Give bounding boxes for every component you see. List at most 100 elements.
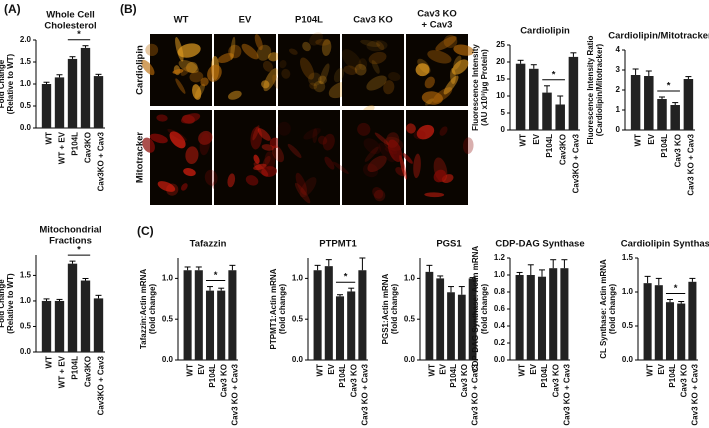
x-tick-label: Cav3KO + Cav3 xyxy=(97,355,106,415)
x-tick-label: WT xyxy=(646,364,655,377)
bar xyxy=(217,290,226,360)
x-tick-label: EV xyxy=(532,133,541,144)
cell xyxy=(453,44,474,56)
significance-label: * xyxy=(552,69,556,80)
x-tick-label: WT xyxy=(45,132,54,145)
cell xyxy=(309,32,323,46)
bar xyxy=(54,77,65,128)
y-tick-label: 1.2 xyxy=(494,253,506,262)
cell xyxy=(300,57,315,80)
bar xyxy=(468,278,477,360)
cell xyxy=(261,166,278,177)
cell xyxy=(308,72,322,86)
cell xyxy=(189,71,204,83)
bar xyxy=(335,296,345,360)
x-tick-label: P104L xyxy=(449,364,458,388)
bar xyxy=(194,270,203,360)
cell xyxy=(321,39,332,56)
x-tick-label: EV xyxy=(529,363,538,374)
cell xyxy=(383,80,395,95)
bar xyxy=(537,276,547,360)
cell xyxy=(424,98,434,106)
cell xyxy=(313,80,326,93)
cell xyxy=(366,40,388,52)
x-tick-label: WT xyxy=(518,364,527,377)
cell xyxy=(358,58,368,71)
bar xyxy=(67,263,78,352)
chart-title: Cholesterol xyxy=(44,21,96,32)
bar xyxy=(358,270,367,360)
chart-title: Cardiolipin xyxy=(520,26,570,37)
cell xyxy=(402,153,413,164)
bar xyxy=(555,104,565,130)
cell xyxy=(288,48,298,55)
y-axis-label: (fold change) xyxy=(390,284,399,335)
cell xyxy=(253,162,269,177)
bar xyxy=(657,99,667,130)
cell xyxy=(372,187,384,199)
x-tick-label: Cav3 KO xyxy=(219,364,228,397)
x-tick-label: Cav3 KO xyxy=(460,364,469,397)
x-tick-label: P104L xyxy=(338,364,347,388)
y-axis-label: Fold Change xyxy=(0,59,6,108)
y-tick-label: 3 xyxy=(616,65,621,74)
bar xyxy=(665,302,675,360)
cell xyxy=(180,113,201,124)
chart-title: Tafazzin xyxy=(190,239,227,250)
micrograph xyxy=(278,34,340,106)
y-tick-label: 0.5 xyxy=(622,321,634,330)
cell xyxy=(421,91,443,105)
cell xyxy=(373,189,386,202)
bar xyxy=(228,270,237,360)
y-tick-label: 0.6 xyxy=(494,304,506,313)
cell xyxy=(227,173,236,188)
y-axis-label: CL Synthase: Actin mRNA xyxy=(599,259,608,359)
y-tick-label: 0.5 xyxy=(404,314,416,323)
cell xyxy=(245,175,259,186)
cell xyxy=(185,146,199,165)
cell xyxy=(178,60,199,74)
bar xyxy=(529,68,539,130)
cell xyxy=(324,156,335,170)
column-label: P104L xyxy=(295,15,323,26)
cell xyxy=(439,126,448,136)
row-label: Cardiolipin xyxy=(135,45,146,95)
cell xyxy=(156,114,168,122)
cell xyxy=(318,75,327,85)
y-tick-label: 1.0 xyxy=(622,287,634,296)
cell xyxy=(371,60,380,74)
bar xyxy=(347,291,356,360)
y-tick-label: 1 xyxy=(616,105,621,114)
chart-title: PGS1 xyxy=(436,239,462,250)
cell xyxy=(427,50,452,64)
x-tick-label: EV xyxy=(438,363,447,374)
cell xyxy=(376,41,385,51)
y-tick-label: 10 xyxy=(496,91,505,100)
cell xyxy=(443,75,459,95)
bar xyxy=(683,79,694,130)
bar xyxy=(436,278,445,360)
y-tick-label: 0.0 xyxy=(494,355,506,364)
cell xyxy=(252,125,260,141)
bar xyxy=(425,271,434,360)
x-tick-label: Cav3 KO + Cav3 xyxy=(687,133,696,195)
x-tick-label: Cav3KO xyxy=(84,132,93,163)
cell xyxy=(453,55,462,70)
cell xyxy=(166,183,179,196)
bar xyxy=(80,280,91,352)
bar xyxy=(515,275,524,360)
cell xyxy=(199,132,211,156)
bar xyxy=(54,300,65,352)
cell xyxy=(343,65,358,75)
y-tick-label: 1.0 xyxy=(20,296,32,305)
chart-title: Cardiolipin Synthase xyxy=(621,239,709,250)
bar xyxy=(542,92,552,130)
y-tick-label: 1.0 xyxy=(494,270,506,279)
x-tick-label: Cav3 KO + Cav3 xyxy=(361,363,370,425)
cell xyxy=(341,49,362,71)
x-tick-label: EV xyxy=(657,363,666,374)
cell xyxy=(462,137,474,154)
cell xyxy=(435,36,457,51)
x-tick-label: P104L xyxy=(71,356,80,380)
y-tick-label: 0.8 xyxy=(494,287,506,296)
